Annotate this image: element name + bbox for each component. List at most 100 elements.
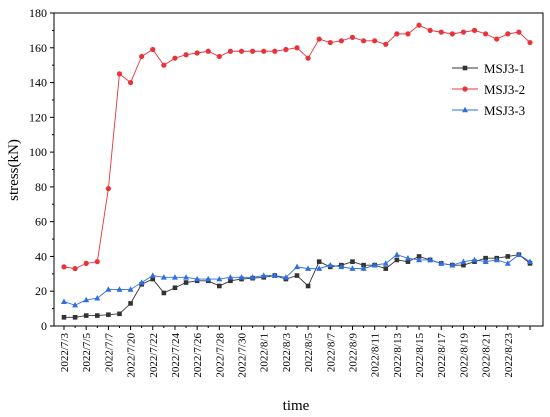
data-point	[261, 48, 267, 54]
x-tick-label: 2022/8/9	[347, 333, 359, 373]
data-point	[305, 265, 312, 271]
data-point	[150, 46, 156, 53]
data-point	[294, 263, 300, 270]
legend-label: MSJ3-2	[484, 82, 525, 97]
x-tick-label: 2022/7/5	[81, 333, 93, 373]
data-point	[527, 39, 533, 46]
x-tick-label: 2022/8/19	[458, 333, 470, 378]
data-point	[338, 38, 344, 44]
data-point	[527, 258, 533, 264]
y-tick-label: 40	[35, 249, 47, 263]
x-tick-label: 2022/7/7	[103, 333, 115, 373]
data-point	[216, 53, 222, 60]
data-point	[505, 254, 511, 259]
data-point	[61, 298, 67, 304]
data-point	[138, 279, 145, 285]
data-point	[383, 266, 389, 271]
x-tick-label: 2022/8/17	[436, 333, 448, 378]
data-point	[283, 46, 289, 53]
legend-item: MSJ3-2	[452, 82, 525, 97]
data-point	[161, 290, 167, 296]
data-point	[160, 274, 167, 280]
x-tick-label: 2022/7/24	[170, 333, 182, 378]
x-tick-label: 2022/8/23	[503, 333, 515, 378]
data-point	[405, 31, 411, 37]
data-point	[327, 39, 333, 46]
data-point	[360, 265, 367, 271]
data-point	[371, 261, 378, 268]
data-point	[515, 251, 522, 258]
x-tick-label: 2022/7/30	[237, 333, 249, 378]
x-tick-label: 2022/7/20	[126, 333, 138, 378]
legend-label: MSJ3-1	[484, 61, 525, 76]
data-point	[449, 31, 455, 37]
data-point	[416, 254, 422, 259]
data-point	[105, 186, 111, 192]
data-point	[316, 259, 322, 264]
data-point	[205, 275, 212, 282]
data-point	[238, 48, 245, 54]
data-point	[405, 259, 411, 264]
data-point	[416, 256, 423, 263]
data-point	[183, 52, 189, 58]
data-point	[228, 278, 233, 284]
data-point	[350, 259, 355, 264]
data-point	[61, 264, 67, 270]
data-point	[194, 275, 201, 282]
data-point	[438, 260, 445, 266]
y-tick-label: 0	[41, 319, 47, 333]
data-point	[172, 55, 178, 61]
data-point	[260, 272, 267, 278]
data-point	[271, 272, 278, 278]
x-axis-title: time	[283, 398, 310, 414]
data-point	[117, 311, 122, 317]
x-tick-label: 2022/8/1	[259, 333, 271, 372]
data-point	[483, 31, 489, 37]
y-tick-label: 140	[29, 76, 47, 90]
data-point	[183, 274, 190, 280]
data-point	[94, 259, 100, 265]
legend: MSJ3-1 MSJ3-2 MSJ3-3	[452, 61, 525, 118]
data-point	[250, 48, 256, 54]
data-point	[171, 274, 178, 280]
data-point	[349, 265, 356, 271]
data-point	[83, 260, 89, 266]
data-point	[338, 263, 345, 270]
x-tick-label: 2022/8/5	[303, 333, 315, 373]
data-point	[493, 256, 500, 263]
legend-marker	[462, 65, 468, 71]
data-point	[438, 29, 444, 35]
y-tick-label: 80	[35, 180, 47, 194]
data-point	[194, 50, 200, 56]
data-point	[116, 71, 123, 77]
legend-item: MSJ3-1	[452, 61, 525, 76]
data-point	[471, 256, 478, 263]
data-point	[427, 27, 433, 33]
data-point	[83, 313, 89, 318]
plot-area	[53, 12, 544, 327]
x-tick-label: 2022/8/3	[281, 333, 293, 373]
data-point	[83, 296, 90, 303]
data-point	[61, 315, 67, 320]
x-tick-label: 2022/8/13	[392, 333, 404, 378]
x-tick-label: 2022/7/26	[192, 333, 204, 378]
data-point	[249, 274, 256, 280]
data-point	[494, 36, 500, 42]
data-point	[72, 315, 78, 320]
data-point	[150, 276, 156, 282]
legend-marker	[462, 86, 468, 92]
data-point	[505, 31, 511, 37]
data-point	[272, 48, 278, 54]
data-point	[427, 256, 434, 263]
data-point	[404, 254, 411, 261]
data-point	[460, 258, 467, 264]
series-msj3-2	[61, 22, 533, 272]
y-tick-label: 180	[29, 6, 47, 20]
x-axis-ticks: 2022/7/3 2022/7/5 2022/7/7 2022/7/20 2022/7/…	[59, 326, 531, 378]
x-tick-label: 2022/8/11	[370, 333, 382, 377]
data-point	[482, 258, 489, 264]
y-tick-label: 160	[29, 41, 47, 55]
data-point	[449, 261, 456, 268]
data-point	[227, 274, 234, 280]
data-point	[183, 280, 189, 285]
